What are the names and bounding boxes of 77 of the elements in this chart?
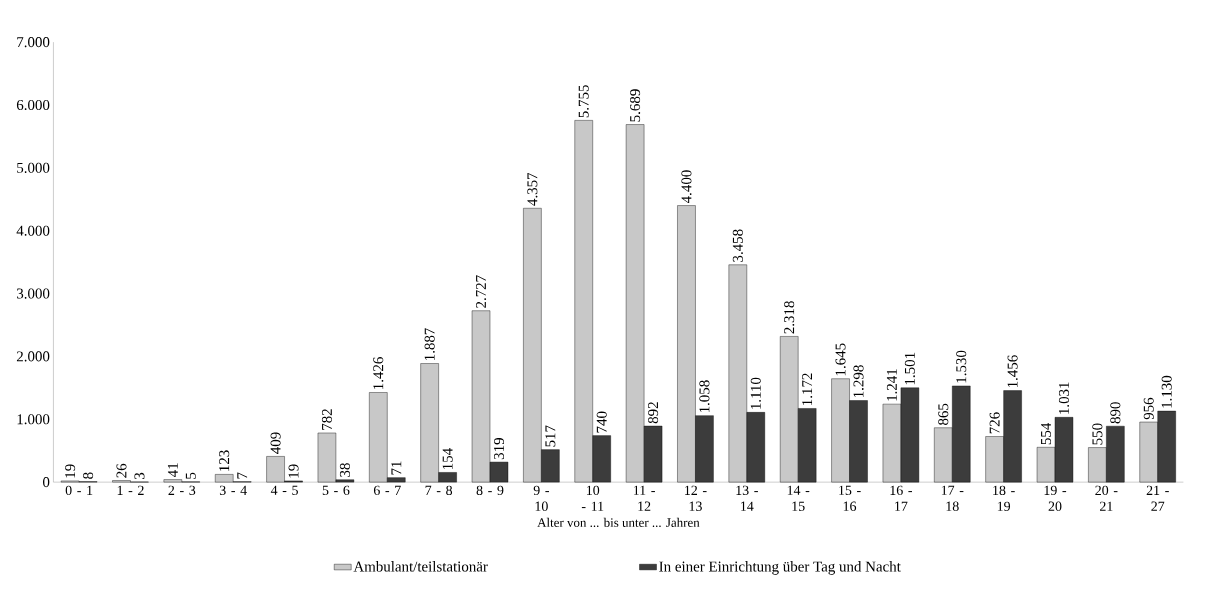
y-tick-label: 7.000	[17, 37, 50, 48]
data-label: 8	[83, 472, 94, 479]
data-label: 1.501	[904, 352, 915, 385]
x-tick-label: 5 - 6	[322, 485, 350, 496]
data-label: 1.426	[373, 357, 384, 389]
x-tick-label: 19 - 20	[1044, 485, 1067, 511]
data-label: 41	[167, 463, 178, 478]
x-tick-label: 11 - 12	[633, 485, 655, 511]
data-label: 782	[321, 409, 332, 430]
data-label: 865	[938, 403, 949, 425]
data-label: 5	[185, 472, 196, 479]
data-label: 2.727	[475, 275, 487, 308]
data-label: 890	[1110, 402, 1121, 424]
data-label: 38	[339, 463, 350, 477]
x-tick-label: 20 - 21	[1095, 485, 1118, 511]
data-label: 5.755	[578, 85, 589, 118]
x-tick-label: 0 - 1	[65, 485, 93, 496]
data-label: 409	[270, 432, 281, 454]
y-tick-label: 0	[43, 477, 50, 488]
data-label: 4.400	[681, 170, 692, 204]
data-label: 1.031	[1058, 382, 1070, 414]
x-tick-label: 1 - 2	[117, 485, 144, 495]
data-label: 1.058	[699, 380, 710, 413]
x-tick-label: 2 - 3	[168, 485, 196, 496]
x-tick-label: 9 - 10	[533, 485, 549, 511]
data-label: 123	[219, 450, 230, 471]
x-axis-title: Alter von ... bis unter ... Jahren	[537, 517, 700, 528]
data-label: 1.130	[1161, 375, 1172, 408]
y-tick-label: 5.000	[17, 162, 50, 173]
x-tick-label: 21 - 27	[1146, 485, 1169, 511]
x-tick-label: 18 - 19	[993, 485, 1015, 512]
data-label: 3.458	[732, 229, 743, 262]
x-tick-label: 15 - 16	[839, 485, 861, 511]
data-label: 1.298	[853, 365, 864, 398]
x-tick-label: 6 - 7	[373, 485, 401, 496]
data-label: 740	[596, 411, 607, 433]
y-tick-label: 1.000	[17, 414, 50, 425]
data-label: 19	[288, 464, 299, 478]
data-label: 4.357	[527, 172, 538, 206]
x-tick-label: 14 - 15	[787, 485, 810, 511]
x-tick-label: 16 - 17	[890, 485, 913, 511]
data-label: 1.530	[956, 350, 967, 383]
data-label: 319	[493, 438, 505, 460]
data-label: 1.456	[1007, 355, 1018, 388]
data-label: 3	[134, 472, 145, 480]
data-label: 1.110	[750, 377, 761, 409]
x-tick-label: 13 - 14	[736, 485, 758, 511]
y-tick-label: 6.000	[16, 99, 50, 111]
data-label: 5.689	[630, 89, 641, 122]
data-label: 19	[65, 464, 76, 478]
data-label: 892	[648, 402, 659, 424]
data-label: 154	[442, 448, 453, 469]
data-label: 2.318	[784, 301, 795, 334]
x-tick-label: 17 - 18	[941, 485, 964, 511]
y-tick-label: 4.000	[16, 225, 50, 236]
data-label: 7	[237, 472, 248, 479]
data-label: 1.241	[886, 369, 897, 401]
data-label: 726	[989, 412, 1000, 434]
data-label: 554	[1041, 422, 1051, 445]
data-label: 1.645	[835, 343, 846, 376]
data-label: 1.887	[424, 328, 435, 361]
x-tick-label: 7 - 8	[425, 485, 453, 496]
data-label: 1.172	[802, 373, 813, 405]
x-tick-label: 12 - 13	[685, 485, 707, 511]
data-label: 956	[1143, 397, 1154, 420]
y-tick-label: 3.000	[17, 288, 50, 299]
data-label: 517	[545, 425, 556, 447]
x-tick-label: 10 - 11	[581, 485, 604, 511]
y-tick-label: 2.000	[16, 351, 50, 362]
data-label: 71	[391, 461, 402, 475]
data-label: 26	[116, 463, 127, 478]
x-tick-label: 3 - 4	[219, 485, 247, 496]
x-tick-label: 8 - 9	[476, 485, 504, 496]
data-label: 550	[1092, 423, 1103, 445]
x-tick-label: 4 - 5	[270, 485, 298, 495]
legend-label: In einer Einrichtung über Tag und Nacht	[659, 561, 901, 575]
legend-label: Ambulant/teilstationär	[353, 561, 488, 572]
